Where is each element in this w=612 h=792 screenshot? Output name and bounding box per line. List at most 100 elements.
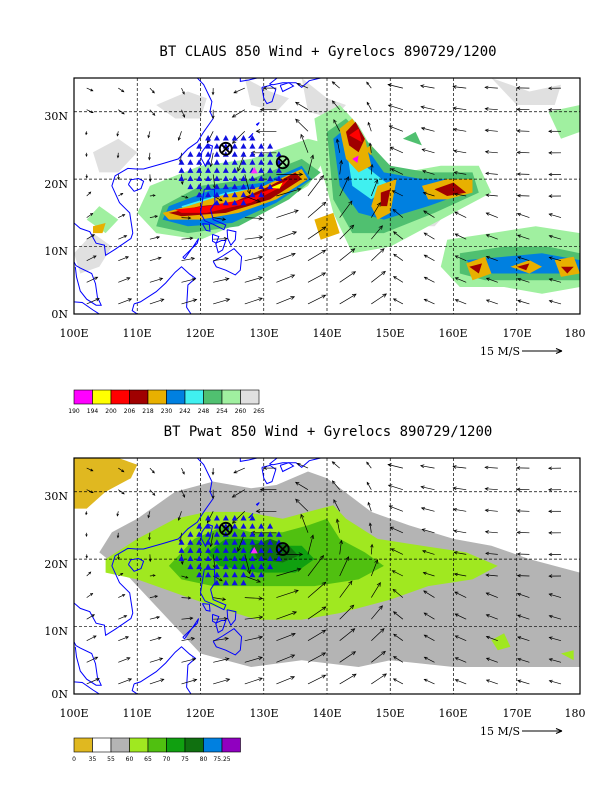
wind-arrow [149, 657, 164, 663]
wind-arrow [213, 597, 227, 601]
wind-arrow [423, 232, 435, 240]
cloud-contour [86, 206, 119, 234]
triangle-marker [267, 555, 274, 561]
triangle-marker [178, 167, 185, 173]
wind-arrow [452, 486, 467, 491]
wind-arrow [181, 616, 194, 621]
wind-arrow [233, 87, 245, 94]
x-tick-label: 100E [59, 707, 88, 720]
wind-arrow [367, 121, 372, 132]
wind-arrow [181, 195, 189, 199]
wind-arrow [485, 551, 498, 556]
wind-arrow [181, 236, 194, 241]
wind-arrow [484, 465, 498, 470]
wind-arrow [244, 575, 262, 583]
wind-arrow [307, 652, 327, 663]
wind-arrow [390, 168, 404, 175]
wind-arrow [393, 656, 404, 663]
wind-arrow [370, 559, 379, 577]
wind-arrow [339, 539, 343, 555]
wind-arrow [393, 633, 404, 641]
wind-arrow [485, 255, 498, 262]
wind-arrow [244, 635, 264, 642]
wind-arrow [231, 131, 246, 144]
triangle-marker [187, 547, 194, 553]
wind-arrow [366, 81, 372, 89]
wind-arrow [371, 650, 386, 663]
triangle-marker [249, 183, 256, 190]
wind-arrow [517, 614, 530, 620]
wind-arrow [181, 257, 196, 262]
triangle-marker [205, 167, 212, 173]
wind-arrow [295, 118, 309, 132]
wind-arrow [118, 572, 124, 577]
wind-arrow [148, 174, 152, 183]
triangle-marker [240, 135, 247, 141]
wind-arrow [423, 298, 435, 305]
wind-arrow [454, 233, 467, 240]
triangle-marker [249, 571, 256, 578]
colorbar-label: 218 [142, 408, 154, 415]
wind-arrow [391, 190, 404, 197]
wind-arrow [149, 298, 165, 305]
triangle-marker [267, 167, 274, 173]
coastline [74, 458, 326, 694]
colorbar-label: 254 [216, 408, 228, 415]
cloud-contour [364, 145, 372, 156]
colorbar-swatch [221, 737, 241, 753]
colorbar-label: 75.25 [213, 756, 230, 763]
cloud-contour [74, 233, 112, 274]
colorbar-label: 75 [181, 756, 189, 763]
wind-arrow [339, 248, 356, 261]
triangle-marker [222, 191, 229, 198]
triangle-marker [205, 151, 212, 157]
triangle-marker [240, 563, 247, 570]
triangle-marker [213, 539, 220, 545]
coastline-segment [212, 627, 243, 656]
grid-lines [74, 78, 580, 314]
x-tick-label: 130E [249, 327, 278, 340]
triangle-marker [240, 183, 247, 190]
triangle-marker [275, 151, 282, 157]
wind-arrow [149, 467, 155, 474]
colorbar-swatch [73, 737, 93, 753]
wind-arrow [389, 146, 404, 154]
triangle-marker [205, 183, 212, 190]
coastline-segment [215, 620, 227, 634]
colorbar-swatch [73, 389, 93, 405]
triangle-marker [275, 531, 282, 537]
colorbar-swatch [240, 389, 260, 405]
triangle-marker [213, 571, 220, 578]
y-axis-ticks: 30N 20N 10N 0N [44, 110, 68, 321]
triangle-marker [187, 539, 194, 545]
triangle-marker [213, 175, 220, 181]
triangle-marker [196, 531, 203, 537]
wind-arrow [86, 297, 100, 305]
cloud-contour [93, 223, 106, 234]
wind-arrow [211, 109, 215, 120]
gyreloc-markers [218, 521, 290, 556]
wind-arrow [331, 100, 340, 110]
triangle-marker [187, 159, 194, 165]
wind-arrow [85, 131, 88, 136]
wind-arrow [547, 86, 562, 91]
wind-arrow [118, 214, 126, 218]
wind-arrow [331, 461, 340, 469]
wind-arrow [339, 271, 357, 283]
y-tick-label: 10N [44, 245, 68, 258]
triangle-marker [222, 199, 229, 206]
wind-arrow [423, 678, 435, 685]
x-tick-label: 170E [502, 327, 531, 340]
wind-arrow [233, 467, 245, 474]
triangle-marker [249, 151, 256, 157]
wind-arrow [149, 256, 162, 262]
wind-arrow [149, 636, 162, 642]
wind-arrow [548, 593, 562, 598]
wind-arrow [213, 298, 231, 305]
coastline-segment [74, 301, 101, 314]
triangle-marker [240, 547, 247, 553]
triangle-marker [196, 555, 203, 561]
colorbar-label: 80 [200, 756, 208, 763]
wind-arrow [211, 489, 215, 500]
